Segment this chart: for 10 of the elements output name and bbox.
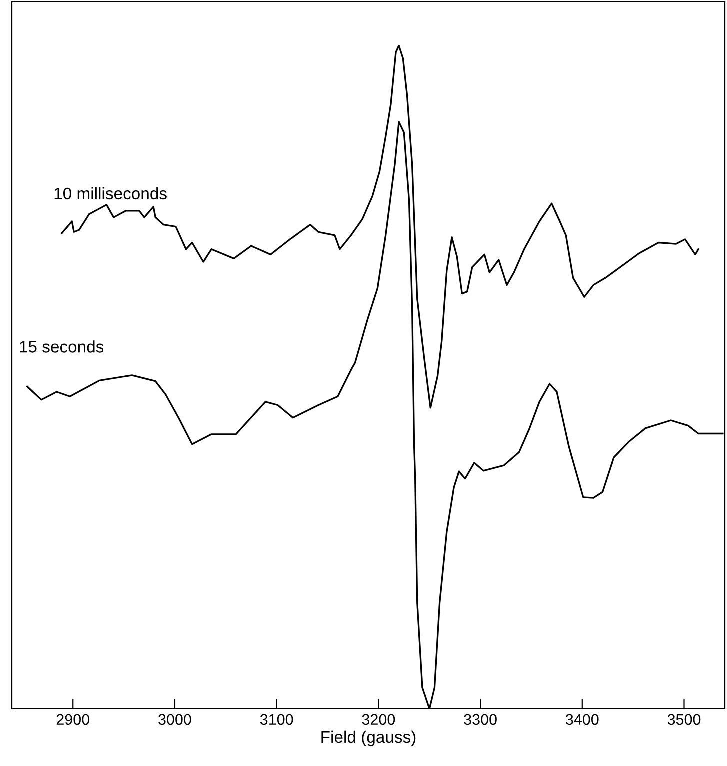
x-tick-label: 3300 bbox=[464, 714, 497, 726]
x-tick-label: 3200 bbox=[362, 714, 396, 726]
series-label: 15 seconds bbox=[20, 340, 104, 353]
x-tick-label: 2900 bbox=[56, 714, 90, 726]
x-axis-title: Field (gauss) bbox=[322, 730, 416, 746]
x-tick-label: 3100 bbox=[260, 714, 294, 726]
x-tick-label: 3500 bbox=[668, 714, 701, 726]
x-tick-label: 3400 bbox=[566, 714, 599, 726]
series-label: 10 milliseconds bbox=[54, 187, 167, 200]
x-tick-label: 3000 bbox=[158, 714, 192, 726]
